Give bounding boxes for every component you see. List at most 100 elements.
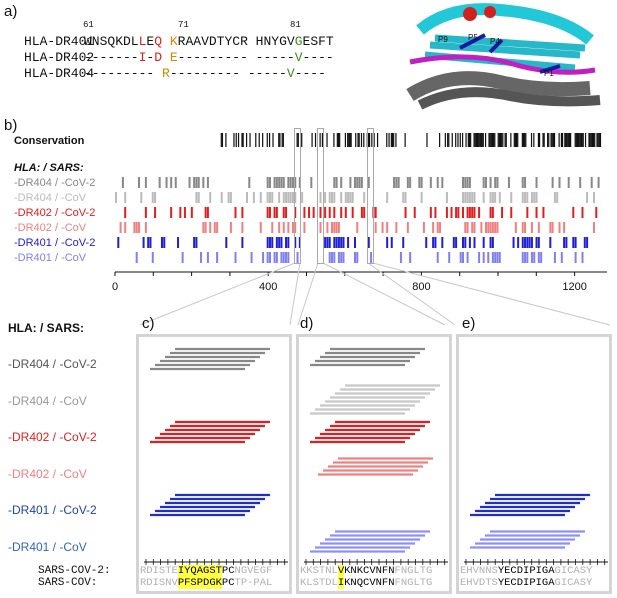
x-tick-label: 400 (259, 281, 277, 293)
epitope-mark (496, 177, 499, 188)
epitope-mark (303, 207, 306, 218)
epitope-mark (468, 207, 471, 218)
epitope-mark (526, 207, 529, 218)
epitope-mark (335, 177, 338, 188)
epitope-mark (289, 192, 292, 203)
conservation-tick (282, 133, 284, 147)
epitope-mark (294, 222, 297, 233)
conservation-tick (582, 133, 584, 147)
epitope-mark (163, 237, 166, 248)
epitope-mark (289, 177, 292, 188)
conservation-tick (543, 133, 545, 147)
epitope-mark (572, 237, 575, 248)
epitope-mark (245, 192, 248, 203)
hla-row-label: -DR404 / -CoV-2 (14, 177, 96, 189)
peptide-magenta (409, 54, 596, 75)
epitope-mark (537, 252, 540, 263)
epitope-mark (363, 207, 366, 218)
epitope-mark (197, 177, 200, 188)
epitope-mark (331, 192, 334, 203)
epitope-mark (420, 177, 423, 188)
hla-row-label: -DR402 / -CoV-2 (14, 207, 96, 219)
epitope-mark (209, 222, 212, 233)
epitope-mark (342, 252, 345, 263)
allele-sequence: WNSQKDLLEQ KRAAVDTYCR HNYGVGESFT (84, 34, 334, 49)
epitope-mark (271, 237, 274, 248)
epitope-mark (413, 207, 416, 218)
epitope-mark (556, 192, 559, 203)
conservation-tick (350, 133, 352, 147)
epitope-mark (487, 252, 490, 263)
epitope-mark (434, 237, 437, 248)
conservation-tick (333, 133, 335, 147)
epitope-mark (560, 252, 563, 263)
conservation-tick (591, 133, 594, 147)
epitope-mark (445, 192, 448, 203)
epitope-mark (202, 222, 205, 233)
epitope-mark (473, 192, 476, 203)
epitope-mark (409, 177, 412, 188)
epitope-mark (553, 252, 556, 263)
epitope-mark (466, 252, 469, 263)
conservation-tick (235, 133, 237, 147)
conservation-tick (388, 133, 390, 147)
conservation-tick (476, 133, 479, 147)
epitope-mark (386, 192, 389, 203)
residue-red (463, 7, 477, 21)
epitope-mark (482, 252, 485, 263)
conservation-tick (484, 133, 487, 147)
epitope-mark (268, 177, 271, 188)
conservation-tick (589, 133, 591, 147)
epitope-mark (381, 222, 384, 233)
conservation-tick (371, 133, 373, 147)
inset-c (136, 334, 292, 594)
epitope-mark (347, 192, 350, 203)
conservation-tick (457, 133, 459, 147)
conservation-tick (488, 133, 490, 147)
epitope-mark (484, 177, 487, 188)
hla-row-label: -DR402 / -CoV-2 (8, 430, 97, 444)
conservation-tick (574, 133, 576, 147)
epitope-mark (574, 237, 577, 248)
epitope-mark (436, 222, 439, 233)
epitope-mark (344, 207, 347, 218)
zoom-window-c (294, 128, 301, 264)
conservation-tick (347, 133, 349, 147)
conservation-tick (281, 133, 283, 147)
epitope-mark (202, 177, 205, 188)
epitope-mark (324, 192, 327, 203)
epitope-mark (147, 237, 150, 248)
epitope-mark (461, 252, 464, 263)
epitope-mark (491, 222, 494, 233)
epitope-mark (294, 192, 297, 203)
epitope-mark (275, 207, 278, 218)
epitope-mark (353, 252, 356, 263)
epitope-mark (586, 237, 589, 248)
conservation-tick (599, 133, 602, 147)
epitope-mark (296, 252, 299, 263)
epitope-mark (328, 237, 331, 248)
epitope-mark (291, 222, 294, 233)
epitope-mark (213, 222, 216, 233)
epitope-mark (390, 237, 393, 248)
epitope-mark (259, 222, 262, 233)
epitope-mark (151, 252, 154, 263)
epitope-mark (287, 222, 290, 233)
epitope-mark (581, 207, 584, 218)
conservation-tick (561, 133, 564, 147)
conservation-tick (552, 133, 554, 147)
epitope-mark (216, 252, 219, 263)
epitope-mark (406, 177, 409, 188)
epitope-mark (241, 222, 244, 233)
allele-name: HLA-DR404 (24, 66, 95, 81)
conservation-tick (538, 133, 541, 147)
epitope-mark (482, 192, 485, 203)
conservation-tick (249, 133, 251, 147)
epitope-mark (482, 177, 485, 188)
conservation-tick (368, 133, 371, 147)
conservation-tick (451, 133, 453, 147)
conservation-tick (553, 133, 556, 147)
epitope-mark (592, 222, 595, 233)
epitope-mark (491, 207, 494, 218)
epitope-mark (266, 207, 269, 218)
